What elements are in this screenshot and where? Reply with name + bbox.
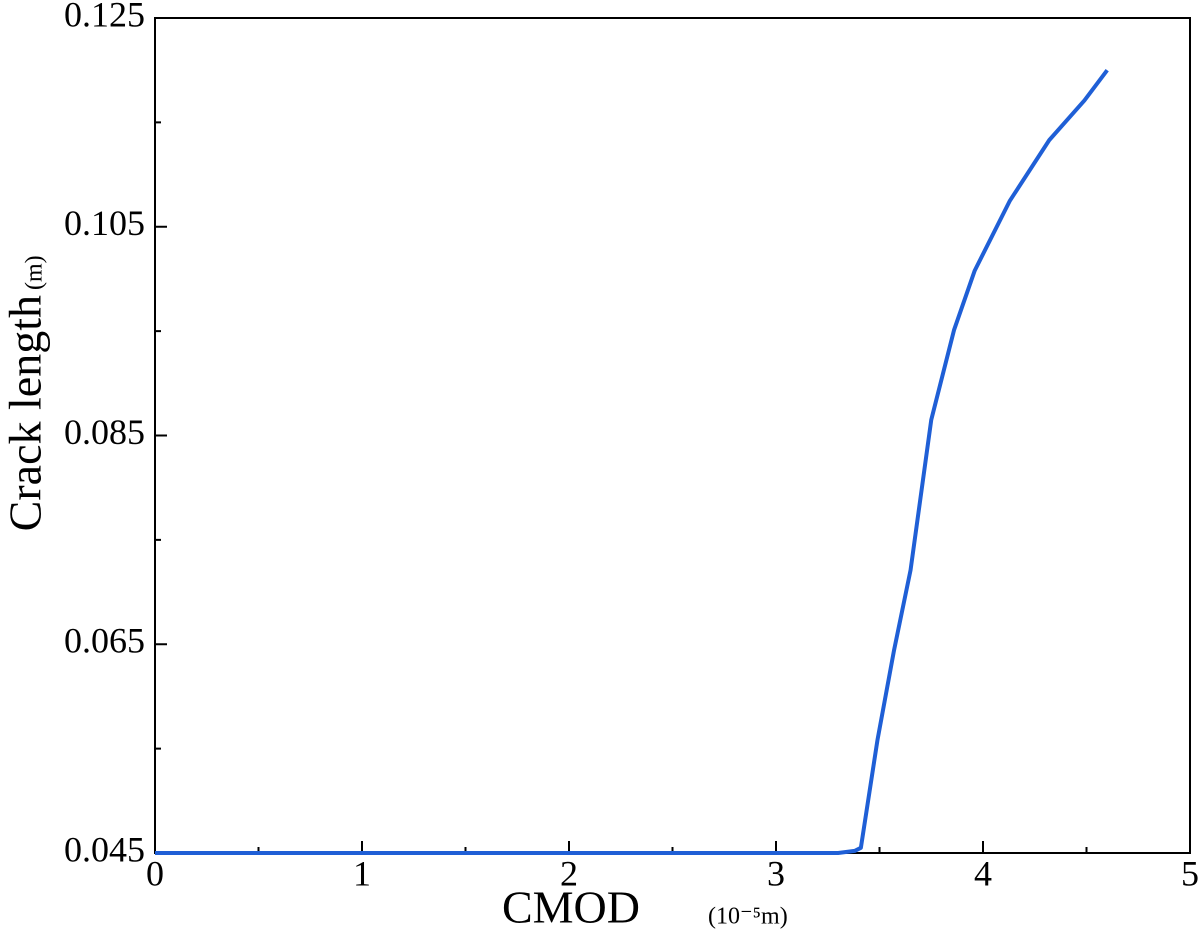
y-tick-label: 0.045 <box>64 829 145 869</box>
y-axis-label-group: Crack length (m) <box>0 255 51 531</box>
x-tick-label: 3 <box>767 853 785 893</box>
x-tick-label: 1 <box>353 853 371 893</box>
y-tick-label: 0.105 <box>64 203 145 243</box>
x-tick-label: 0 <box>146 853 164 893</box>
y-tick-label: 0.085 <box>64 412 145 452</box>
y-axis-unit: (m) <box>22 255 48 290</box>
plot-frame <box>154 17 1191 854</box>
x-tick-label: 2 <box>560 853 578 893</box>
y-tick-label: 0.065 <box>64 621 145 661</box>
y-axis-label: Crack length <box>0 295 51 531</box>
x-axis-unit: (10⁻⁵m) <box>708 904 788 930</box>
y-tick-label: 0.125 <box>64 0 145 34</box>
data-line <box>155 68 1109 855</box>
x-tick-label: 4 <box>974 853 992 893</box>
x-tick-label: 5 <box>1181 853 1199 893</box>
x-axis-label: CMOD <box>502 882 640 933</box>
